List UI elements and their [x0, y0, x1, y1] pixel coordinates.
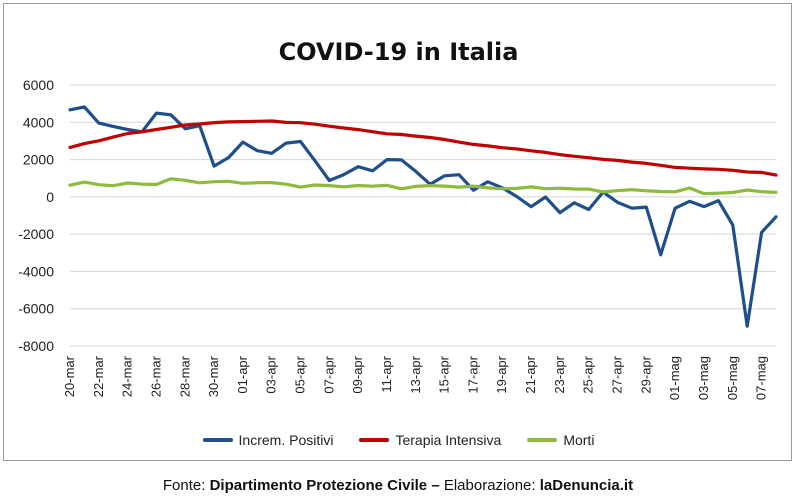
legend: Increm. Positivi Terapia Intensiva Morti	[4, 432, 793, 448]
x-tick-label: 13-apr	[408, 355, 423, 393]
y-tick-label: 4000	[23, 114, 54, 130]
y-tick-label: 2000	[23, 152, 54, 168]
x-tick-label: 07-apr	[321, 355, 336, 393]
x-tick-label: 23-apr	[552, 355, 567, 393]
source-elab-label: Elaborazione:	[443, 477, 536, 494]
x-tick-label: 19-apr	[494, 355, 509, 393]
legend-label: Terapia Intensiva	[395, 432, 502, 448]
x-tick-label: 28-mar	[177, 355, 192, 397]
y-tick-label: 6000	[23, 77, 54, 93]
chart-title: COVID-19 in Italia	[278, 38, 519, 66]
legend-entry: Morti	[527, 432, 594, 448]
legend-swatch	[359, 438, 390, 442]
x-tick-label: 11-apr	[379, 355, 394, 392]
x-tick-label: 07-mag	[754, 356, 769, 400]
series-line-3	[68, 177, 778, 196]
y-tick-label: -4000	[18, 263, 54, 279]
line-chart: 6000 4000 2000 0 -2000 -4000 -6000 -8000 20-mar…	[18, 77, 778, 400]
x-tick-label: 26-mar	[148, 355, 163, 397]
source-agency: Dipartimento Protezione Civile	[209, 477, 428, 494]
series-line-1	[68, 105, 778, 328]
source-dash: –	[431, 477, 440, 494]
legend-entry: Terapia Intensiva	[359, 432, 501, 448]
x-tick-label: 22-mar	[91, 355, 106, 397]
y-tick-label: -6000	[18, 301, 54, 317]
y-tick-label: -2000	[18, 226, 54, 242]
x-tick-label: 05-mag	[725, 356, 740, 400]
y-axis-ticks: 6000 4000 2000 0 -2000 -4000 -6000 -8000	[18, 77, 54, 354]
x-tick-label: 01-apr	[235, 355, 250, 393]
x-tick-label: 05-apr	[293, 355, 308, 393]
x-tick-label: 27-apr	[610, 355, 625, 393]
chart-frame: 6000 4000 2000 0 -2000 -4000 -6000 -8000 20-mar…	[3, 3, 792, 461]
gridlines	[70, 84, 776, 347]
x-tick-label: 15-apr	[437, 355, 452, 393]
legend-swatch	[202, 438, 233, 442]
x-tick-label: 29-apr	[638, 355, 653, 393]
x-tick-label: 17-apr	[465, 355, 480, 393]
y-tick-label: 0	[46, 189, 54, 205]
y-tick-label: -8000	[18, 338, 54, 354]
x-tick-label: 03-apr	[264, 355, 279, 393]
legend-swatch	[527, 438, 558, 442]
source-site: laDenuncia.it	[539, 477, 634, 494]
x-tick-label: 21-apr	[523, 355, 538, 393]
legend-label: Increm. Positivi	[238, 432, 334, 448]
series-line-2	[68, 119, 778, 177]
source-credit: Fonte: Dipartimento Protezione Civile – …	[0, 477, 796, 494]
x-axis-ticks: 20-mar 22-mar 24-mar 26-mar 28-mar 30-mar 01-a…	[62, 355, 769, 400]
x-tick-label: 24-mar	[120, 355, 135, 397]
x-tick-label: 25-apr	[581, 355, 596, 393]
x-tick-label: 09-apr	[350, 355, 365, 393]
x-tick-label: 01-mag	[667, 356, 682, 400]
x-tick-label: 30-mar	[206, 355, 221, 397]
source-prefix: Fonte:	[162, 477, 206, 494]
legend-entry: Increm. Positivi	[202, 432, 334, 448]
legend-label: Morti	[563, 432, 595, 448]
x-tick-label: 03-mag	[696, 356, 711, 400]
series-lines	[68, 105, 778, 328]
x-tick-label: 20-mar	[62, 355, 77, 397]
